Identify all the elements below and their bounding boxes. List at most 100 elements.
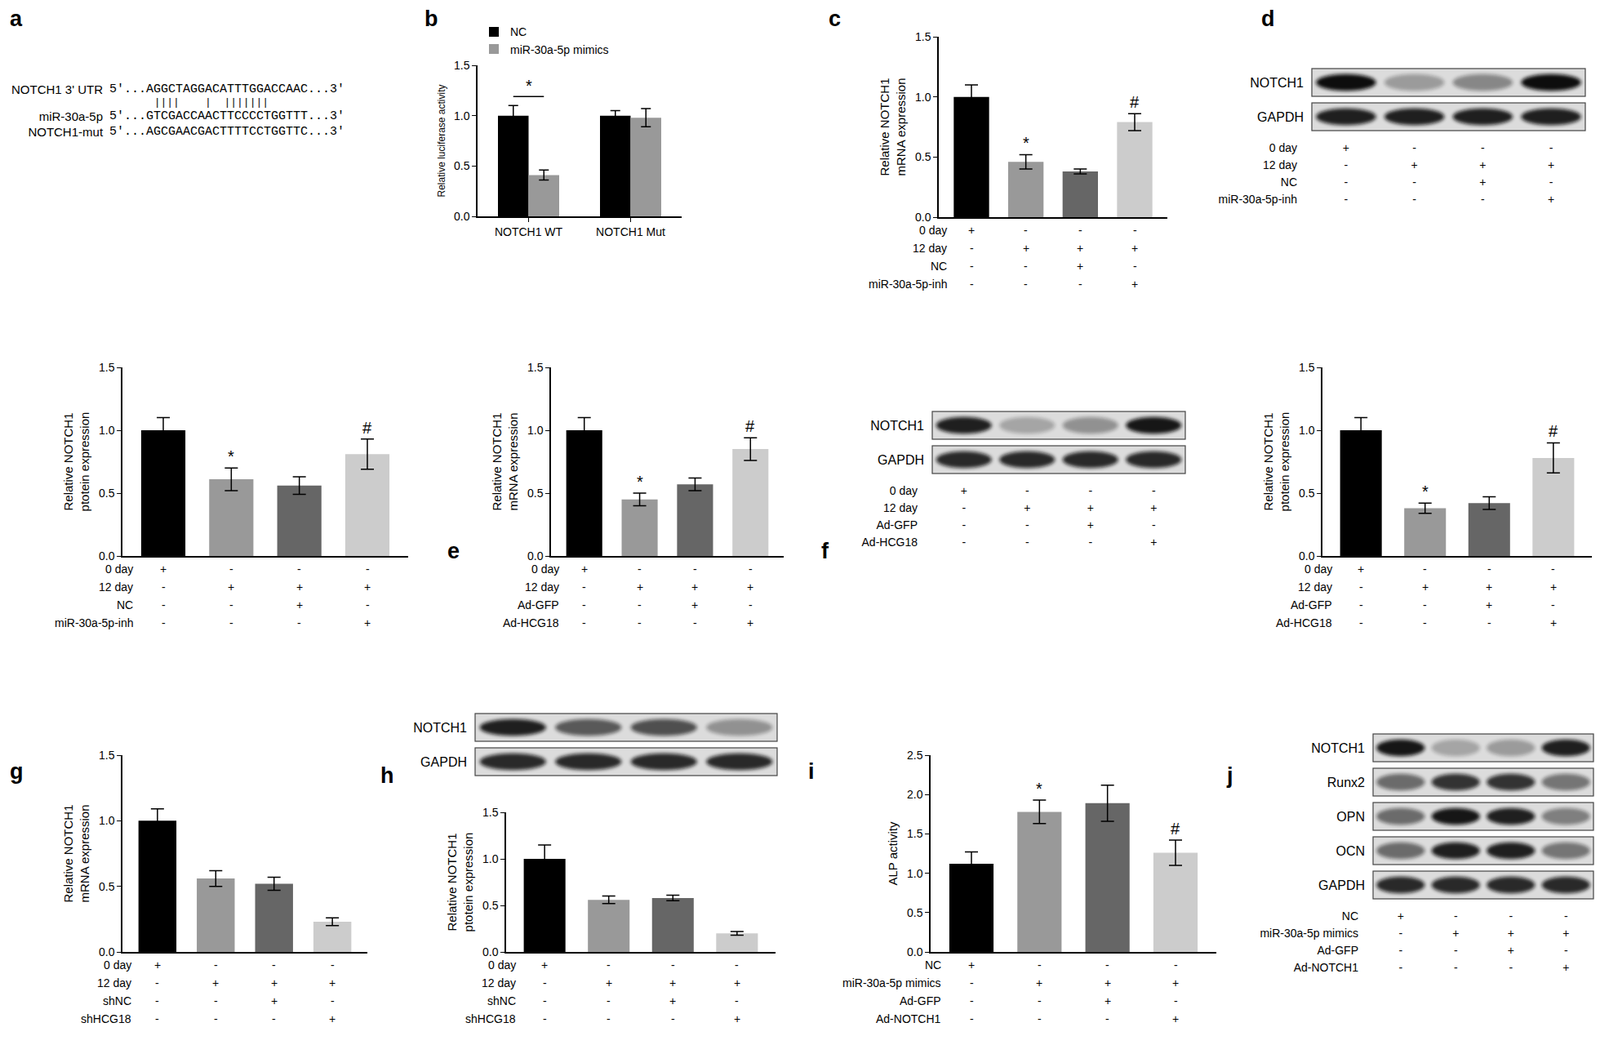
- svg-text:1.5: 1.5: [527, 360, 544, 374]
- svg-text:1.0: 1.0: [527, 423, 544, 437]
- svg-text:0.0: 0.0: [906, 945, 924, 959]
- svg-text:+: +: [746, 580, 754, 594]
- svg-text:0.0: 0.0: [453, 209, 471, 223]
- svg-text:-: -: [1344, 192, 1349, 206]
- svg-text:12 day: 12 day: [481, 976, 516, 990]
- svg-text:Relative NOTCH1mRNA expression: Relative NOTCH1mRNA expression: [489, 412, 520, 511]
- svg-text:Ad-GFP: Ad-GFP: [517, 598, 560, 612]
- svg-text:12 day: 12 day: [883, 501, 918, 515]
- svg-text:0 day: 0 day: [103, 958, 132, 972]
- svg-text:GAPDH: GAPDH: [420, 755, 467, 769]
- svg-text:-: -: [637, 616, 642, 630]
- svg-text:0.0: 0.0: [915, 210, 932, 224]
- svg-text:-: -: [1508, 960, 1513, 974]
- svg-text:-: -: [637, 562, 642, 576]
- svg-text:-: -: [1487, 616, 1492, 630]
- svg-text:+: +: [636, 580, 644, 594]
- svg-text:miR-30a-5p-inh: miR-30a-5p-inh: [1218, 192, 1298, 206]
- svg-text:+: +: [1087, 501, 1094, 515]
- svg-text:-: -: [1344, 175, 1349, 189]
- svg-text:NOTCH1: NOTCH1: [870, 418, 925, 433]
- svg-text:-: -: [1173, 994, 1178, 1008]
- svg-text:-: -: [1025, 535, 1030, 549]
- svg-text:0.5: 0.5: [1298, 486, 1316, 500]
- svg-text:0 day: 0 day: [1269, 141, 1298, 155]
- svg-text:-: -: [961, 535, 966, 549]
- svg-text:12 day: 12 day: [97, 976, 132, 990]
- svg-text:-: -: [297, 616, 302, 630]
- svg-text:shNC: shNC: [487, 994, 516, 1008]
- svg-text:-: -: [734, 994, 739, 1008]
- svg-text:-: -: [161, 616, 166, 630]
- svg-text:-: -: [213, 1012, 218, 1026]
- svg-text:-: -: [155, 994, 160, 1008]
- svg-text:+: +: [1397, 909, 1405, 923]
- svg-text:GAPDH: GAPDH: [1257, 110, 1304, 125]
- svg-text:Relative NOTCH1mRNA expression: Relative NOTCH1mRNA expression: [877, 77, 908, 176]
- svg-text:+: +: [1507, 926, 1515, 940]
- svg-text:+: +: [691, 580, 698, 594]
- svg-text:-: -: [693, 616, 698, 630]
- svg-text:-: -: [1359, 580, 1364, 594]
- svg-text:+: +: [1479, 175, 1486, 189]
- svg-text:-: -: [1078, 223, 1083, 237]
- svg-text:0.0: 0.0: [98, 945, 116, 959]
- svg-text:miR-30a-5p-inh: miR-30a-5p-inh: [54, 616, 134, 630]
- svg-text:1.0: 1.0: [1298, 423, 1316, 437]
- svg-text:-: -: [1078, 277, 1083, 291]
- svg-text:1.5: 1.5: [1298, 360, 1316, 374]
- svg-text:-: -: [606, 994, 611, 1008]
- svg-text:-: -: [582, 616, 587, 630]
- svg-text:0.0: 0.0: [527, 549, 544, 563]
- svg-text:-: -: [271, 958, 276, 972]
- svg-text:+: +: [1104, 976, 1112, 990]
- svg-text:12 day: 12 day: [98, 580, 134, 594]
- svg-text:NOTCH1: NOTCH1: [1249, 75, 1304, 90]
- svg-text:-: -: [155, 976, 160, 990]
- svg-text:NOTCH1 Mut: NOTCH1 Mut: [595, 225, 666, 239]
- svg-text:-: -: [637, 598, 642, 612]
- svg-text:-: -: [1453, 909, 1458, 923]
- svg-text:-: -: [693, 562, 698, 576]
- svg-text:miR-30a-5p mimics: miR-30a-5p mimics: [1259, 926, 1359, 940]
- svg-text:-: -: [213, 958, 218, 972]
- svg-text:-: -: [1398, 943, 1403, 957]
- svg-text:+: +: [1076, 259, 1084, 273]
- svg-text:-: -: [161, 580, 166, 594]
- svg-text:Ad-GFP: Ad-GFP: [1316, 943, 1359, 957]
- svg-text:+: +: [1422, 580, 1429, 594]
- svg-text:Ad-GFP: Ad-GFP: [899, 994, 942, 1008]
- svg-text:-: -: [1422, 616, 1427, 630]
- svg-text:ALP activity: ALP activity: [885, 821, 900, 886]
- svg-text:0.0: 0.0: [1298, 549, 1316, 563]
- svg-text:Ad-NOTCH1: Ad-NOTCH1: [875, 1012, 942, 1026]
- svg-text:+: +: [1507, 943, 1515, 957]
- svg-text:-: -: [606, 1012, 611, 1026]
- svg-text:0.5: 0.5: [453, 159, 471, 173]
- svg-text:-: -: [1564, 909, 1569, 923]
- svg-text:+: +: [1547, 192, 1555, 206]
- svg-text:+: +: [968, 223, 975, 237]
- svg-text:+: +: [1035, 976, 1043, 990]
- svg-text:-: -: [1549, 175, 1554, 189]
- svg-text:1.0: 1.0: [906, 866, 924, 880]
- svg-text:-: -: [542, 994, 547, 1008]
- svg-text:+: +: [581, 562, 588, 576]
- svg-text:NC: NC: [1280, 175, 1298, 189]
- svg-text:-: -: [365, 598, 370, 612]
- svg-text:+: +: [1452, 926, 1459, 940]
- svg-text:1.0: 1.0: [98, 813, 116, 827]
- svg-text:shHCG18: shHCG18: [465, 1012, 516, 1026]
- svg-text:12 day: 12 day: [1297, 580, 1333, 594]
- svg-text:-: -: [748, 562, 753, 576]
- svg-text:Ad-GFP: Ad-GFP: [875, 518, 918, 532]
- svg-text:12 day: 12 day: [1262, 158, 1298, 172]
- svg-text:+: +: [1550, 580, 1557, 594]
- svg-text:-: -: [1133, 259, 1138, 273]
- svg-text:1.5: 1.5: [482, 805, 499, 819]
- svg-text:+: +: [364, 616, 371, 630]
- svg-text:-: -: [1412, 141, 1417, 155]
- svg-text:+: +: [1172, 1012, 1179, 1026]
- svg-text:Ad-HCG18: Ad-HCG18: [862, 535, 919, 549]
- svg-text:-: -: [330, 958, 335, 972]
